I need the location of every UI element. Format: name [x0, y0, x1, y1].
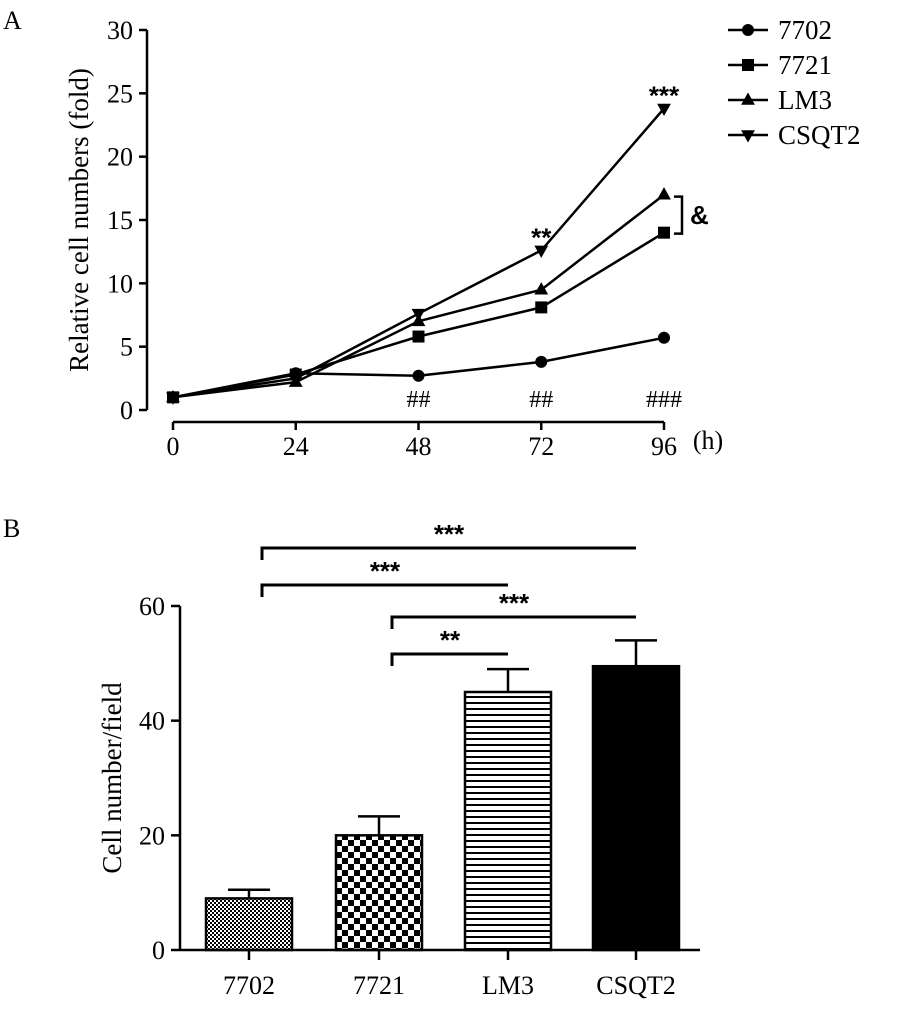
- data-point-CSQT2: [288, 373, 303, 386]
- panel-a-annotations: ## ## ###*****&: [407, 81, 709, 413]
- bar-CSQT2: [591, 664, 681, 952]
- panel-b-y-tick-label: 0: [152, 936, 165, 965]
- panel-a-x-tick-label: 48: [406, 432, 432, 461]
- panel-a-y-tick-label: 5: [120, 333, 133, 362]
- significance-label: ***: [370, 556, 401, 586]
- panel-a-x-tick-label: 72: [528, 432, 554, 461]
- significance-7721-CSQT2: ***: [390, 588, 636, 629]
- significance-7702-CSQT2: ***: [260, 519, 636, 560]
- panel-a-y-tick-label: 25: [107, 79, 133, 108]
- legend-item-7721: 7721: [728, 50, 832, 80]
- data-point-LM3: [534, 282, 549, 295]
- panel-a-x-tick-label: 0: [167, 432, 180, 461]
- panel-a-label: A: [3, 6, 22, 35]
- data-point-CSQT2: [534, 245, 549, 258]
- data-point-7721: [412, 330, 425, 343]
- annotation-stars: **: [531, 222, 552, 252]
- legend-item-CSQT2: CSQT2: [728, 120, 861, 150]
- legend-marker: [741, 130, 755, 143]
- data-point-CSQT2: [657, 103, 671, 117]
- panel-b-y-tick-label: 20: [139, 821, 165, 850]
- panel-a-y-tick-label: 20: [107, 143, 133, 172]
- significance-7721-LM3: **: [390, 625, 508, 666]
- legend-marker: [741, 92, 755, 105]
- significance-label: **: [440, 625, 461, 655]
- bar-7721: [334, 834, 424, 952]
- data-point-LM3: [657, 187, 671, 200]
- legend-label: 7721: [778, 50, 832, 80]
- panel-a-line-chart: A 0 5 10 15 20 25 30 0 24 48 72 96 Relative cell n…: [3, 6, 861, 461]
- bar-group-7702: [204, 888, 294, 952]
- annotation-hash: ##: [407, 387, 431, 413]
- significance-bracket: [390, 615, 636, 629]
- data-point-7721: [658, 226, 670, 239]
- bar-LM3: [463, 690, 553, 952]
- series-CSQT2: [166, 103, 671, 405]
- annotation-hash: ###: [646, 387, 682, 413]
- legend-label: 7702: [778, 15, 832, 45]
- legend-label: LM3: [778, 85, 832, 115]
- annotation-ampersand: &: [690, 200, 709, 230]
- panel-b-x-tick-label: 7721: [353, 971, 405, 1000]
- significance-bracket: [260, 546, 636, 560]
- data-point-CSQT2: [166, 392, 180, 405]
- data-point-7702: [412, 369, 425, 382]
- legend-item-LM3: LM3: [728, 85, 832, 115]
- panel-a-y-axis: 0 5 10 15 20 25 30: [107, 16, 149, 425]
- panel-a-x-tick-label: 24: [283, 432, 309, 461]
- panel-b-label: B: [3, 514, 20, 543]
- legend-marker: [742, 24, 754, 36]
- panel-a-series: [166, 103, 671, 405]
- panel-b-bar-chart: B 0 20 40 60 Cell number/field 7702 7721 LM3 C…: [3, 514, 700, 1000]
- annotation-bracket: [674, 195, 684, 235]
- panel-b-y-axis: 0 20 40 60: [139, 592, 182, 965]
- data-point-7721: [535, 301, 548, 314]
- significance-bracket: [260, 583, 508, 597]
- panel-a-y-tick-label: 0: [120, 396, 133, 425]
- data-point-7702: [535, 355, 548, 368]
- panel-b-y-axis-title: Cell number/field: [97, 682, 127, 874]
- panel-a-x-unit: (h): [693, 426, 723, 455]
- panel-a-legend: 7702 7721 LM3 CSQT2: [728, 15, 861, 150]
- legend-label: CSQT2: [778, 120, 861, 150]
- panel-b-bars: [180, 639, 700, 952]
- significance-label: ***: [434, 519, 465, 549]
- data-point-CSQT2: [411, 308, 426, 322]
- panel-b-significance: ***********: [260, 519, 636, 666]
- panel-a-y-tick-label: 10: [107, 269, 133, 298]
- data-point-7702: [658, 331, 670, 344]
- panel-a-y-tick-label: 15: [107, 206, 133, 235]
- significance-7702-LM3: ***: [260, 556, 508, 597]
- annotation-hash: ##: [529, 387, 553, 413]
- panel-a-y-axis-title: Relative cell numbers (fold): [64, 68, 94, 372]
- significance-bracket: [390, 652, 508, 666]
- panel-b-x-tick-label: 7702: [223, 971, 275, 1000]
- panel-a-x-axis: 0 24 48 72 96: [167, 420, 677, 461]
- bar-group-7721: [334, 815, 424, 952]
- legend-item-7702: 7702: [728, 15, 832, 45]
- annotation-stars: ***: [649, 81, 680, 111]
- panel-b-x-tick-label: LM3: [482, 971, 534, 1000]
- panel-b-x-axis: 7702 7721 LM3 CSQT2: [223, 950, 676, 1000]
- panel-a-x-tick-label: 96: [651, 432, 677, 461]
- panel-a-y-tick-label: 30: [107, 16, 133, 45]
- legend-marker: [742, 59, 754, 71]
- bar-group-LM3: [463, 667, 553, 952]
- panel-b-x-tick-label: CSQT2: [596, 971, 675, 1000]
- panel-b-y-tick-label: 60: [139, 592, 165, 621]
- bar-group-CSQT2: [591, 639, 681, 952]
- panel-b-y-tick-label: 40: [139, 707, 165, 736]
- series-line-LM3: [172, 193, 665, 399]
- bar-7702: [204, 897, 294, 952]
- significance-label: ***: [499, 588, 530, 618]
